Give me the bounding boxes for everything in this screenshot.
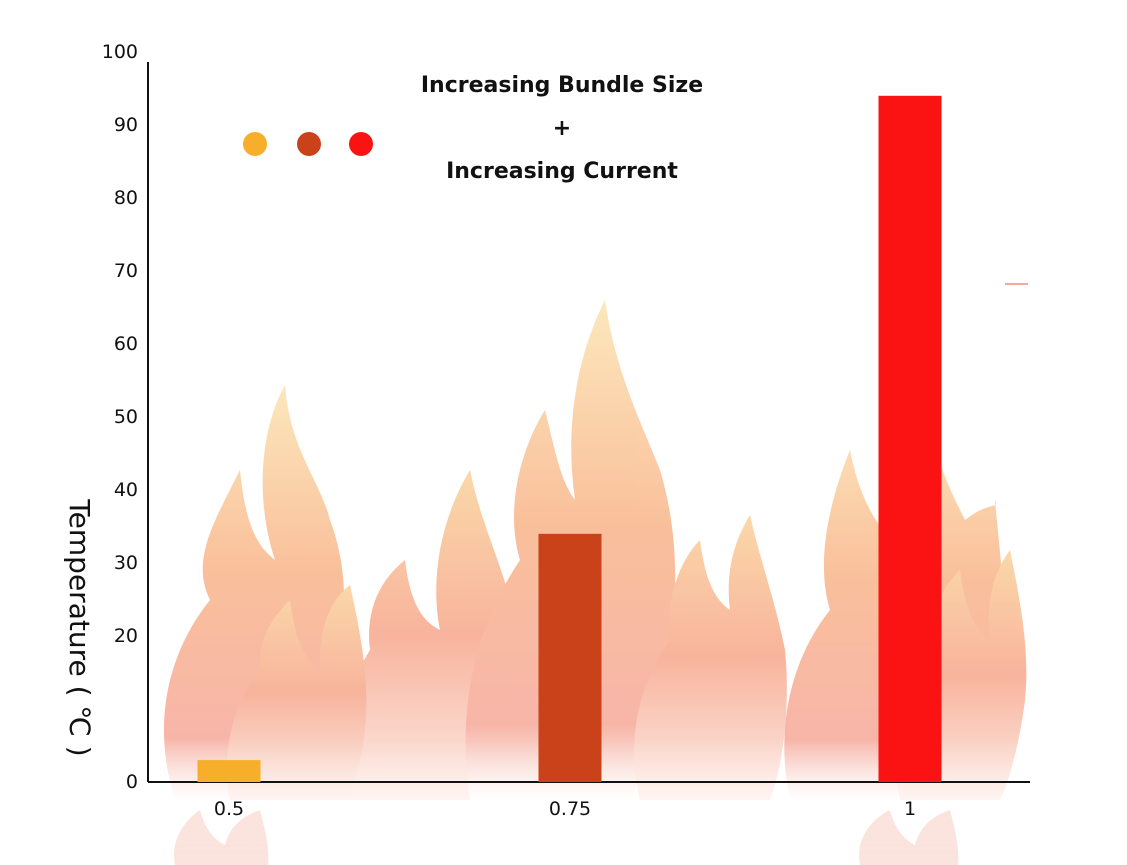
bar-1: [878, 95, 942, 783]
x-category-label: 1: [904, 798, 916, 820]
y-axis-label: Temperature ( ℃ ): [63, 498, 96, 756]
flame-shape: [634, 515, 787, 800]
y-tick-label: 60: [114, 333, 138, 355]
bar-0-5: [197, 760, 261, 782]
flame-shape: [859, 810, 959, 865]
legend-dot: [243, 132, 267, 156]
bar-0-75: [538, 533, 602, 782]
y-tick-label: 30: [114, 552, 138, 574]
legend: [243, 132, 373, 156]
y-tick-label: 20: [114, 625, 138, 647]
annotation-line-3: Increasing Current: [446, 159, 678, 184]
bars: [197, 95, 942, 783]
y-tick-labels: 0 20 30 40 50 60 70 80 90 100: [102, 41, 138, 793]
legend-dot: [297, 132, 321, 156]
flame-shape: [174, 810, 269, 865]
y-tick-label: 90: [114, 114, 138, 136]
y-tick-label: 100: [102, 41, 138, 63]
annotation-line-1: Increasing Bundle Size: [421, 73, 703, 98]
x-category-label: 0.5: [214, 798, 244, 820]
y-tick-label: 0: [126, 771, 138, 793]
annotation-line-2: +: [553, 116, 571, 141]
y-tick-label: 50: [114, 406, 138, 428]
y-tick-label: 80: [114, 187, 138, 209]
x-category-labels: 0.5 0.75 1: [214, 798, 916, 820]
y-tick-label: 70: [114, 260, 138, 282]
x-category-label: 0.75: [549, 798, 591, 820]
legend-dot: [349, 132, 373, 156]
y-tick-label: 40: [114, 479, 138, 501]
